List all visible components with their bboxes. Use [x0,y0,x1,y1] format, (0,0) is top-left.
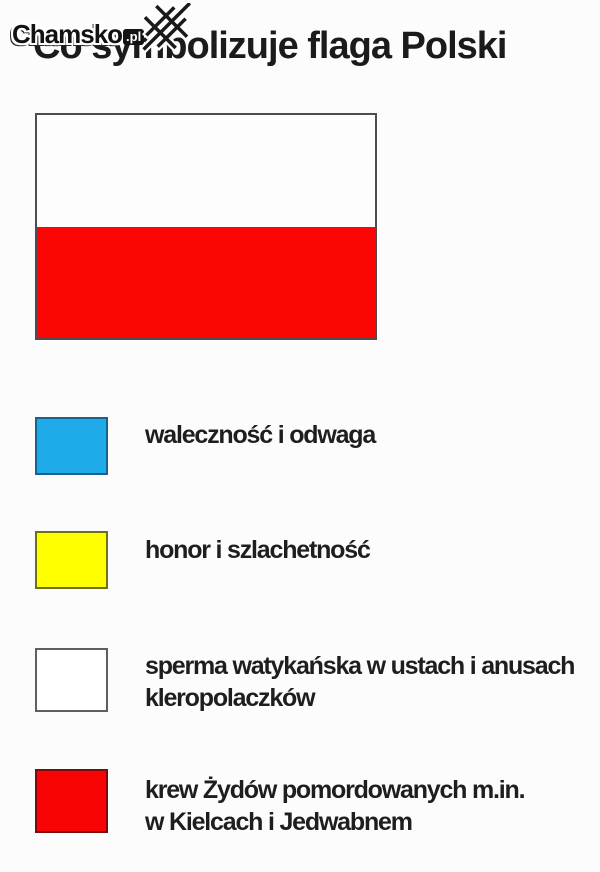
legend-label-line: honor i szlachetność [145,536,371,564]
chamsko-brand-text: Chamsko [12,19,123,49]
chamsko-logo: Chamsko .pl [12,0,195,54]
legend-label-line: sperma watykańska w ustach i anusach [145,652,575,680]
legend-label-white: sperma watykańska w ustach i anusach kle… [145,650,575,714]
crossed-hash-icon [139,0,195,54]
legend-swatch-red [35,769,108,833]
legend-label-line: waleczność i odwaga [145,421,376,449]
legend-label-line: kleropolaczków [145,684,316,712]
flag-white-stripe [37,115,375,227]
poland-flag [35,113,377,340]
legend-swatch-white [35,648,108,712]
flag-red-stripe [37,227,375,338]
legend-label-blue: waleczność i odwaga [145,420,376,450]
legend-label-red: krew Żydów pomordowanych m.in. w Kielcac… [145,774,526,838]
chamsko-tld-badge: .pl [123,28,145,45]
legend-label-line: krew Żydów pomordowanych m.in. [145,776,526,804]
legend-label-yellow: honor i szlachetność [145,535,371,565]
legend-swatch-yellow [35,531,108,589]
legend-label-line: w Kielcach i Jedwabnem [145,808,413,836]
page-title: Co symbolizuje flaga Polski [33,25,507,67]
legend-swatch-blue [35,417,108,475]
